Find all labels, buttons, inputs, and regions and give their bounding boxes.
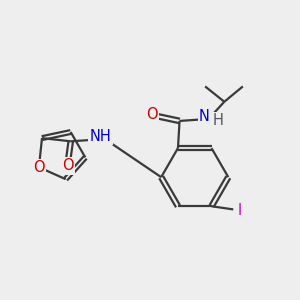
Text: NH: NH <box>90 129 111 144</box>
Text: N: N <box>199 109 210 124</box>
Text: H: H <box>212 113 224 128</box>
Text: O: O <box>33 160 45 175</box>
Text: O: O <box>62 158 74 173</box>
Text: O: O <box>147 107 158 122</box>
Text: I: I <box>238 202 242 217</box>
